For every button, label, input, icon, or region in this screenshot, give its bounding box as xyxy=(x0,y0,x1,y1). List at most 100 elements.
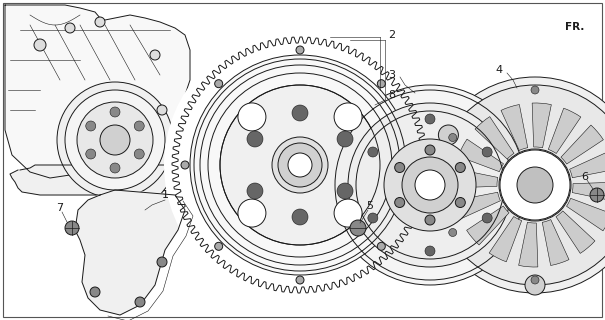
Wedge shape xyxy=(556,211,595,253)
Circle shape xyxy=(391,194,409,212)
Circle shape xyxy=(157,257,167,267)
Wedge shape xyxy=(532,103,551,148)
Wedge shape xyxy=(569,151,605,178)
Circle shape xyxy=(247,183,263,199)
Circle shape xyxy=(451,194,469,212)
Circle shape xyxy=(135,297,145,307)
Polygon shape xyxy=(75,190,185,315)
Circle shape xyxy=(531,276,539,284)
Circle shape xyxy=(110,163,120,173)
Circle shape xyxy=(425,145,435,155)
Circle shape xyxy=(296,276,304,284)
Circle shape xyxy=(337,131,353,147)
Text: 6: 6 xyxy=(581,172,589,182)
Circle shape xyxy=(65,221,79,235)
Circle shape xyxy=(427,77,605,293)
Circle shape xyxy=(411,161,419,169)
Circle shape xyxy=(215,242,223,250)
Wedge shape xyxy=(454,192,500,219)
Circle shape xyxy=(421,211,439,229)
Circle shape xyxy=(337,183,353,199)
Circle shape xyxy=(500,150,570,220)
Circle shape xyxy=(34,39,46,51)
Circle shape xyxy=(86,149,96,159)
Wedge shape xyxy=(548,108,581,154)
Circle shape xyxy=(110,107,120,117)
Text: 8: 8 xyxy=(388,90,395,100)
Circle shape xyxy=(292,105,308,121)
Circle shape xyxy=(238,103,266,131)
Circle shape xyxy=(425,246,435,256)
Circle shape xyxy=(425,215,435,225)
Circle shape xyxy=(394,163,405,172)
Wedge shape xyxy=(566,198,605,231)
Circle shape xyxy=(150,50,160,60)
Circle shape xyxy=(378,242,385,250)
Circle shape xyxy=(482,147,492,157)
Circle shape xyxy=(247,131,263,147)
Circle shape xyxy=(296,46,304,54)
Circle shape xyxy=(348,103,512,267)
Text: 1: 1 xyxy=(162,190,169,200)
Circle shape xyxy=(65,90,165,190)
Wedge shape xyxy=(489,217,522,262)
Circle shape xyxy=(517,167,553,203)
Circle shape xyxy=(350,220,366,236)
Circle shape xyxy=(391,158,409,177)
Circle shape xyxy=(368,147,378,157)
Circle shape xyxy=(272,137,328,193)
Wedge shape xyxy=(518,222,538,267)
Circle shape xyxy=(525,275,545,295)
Circle shape xyxy=(456,163,465,172)
Circle shape xyxy=(220,85,380,245)
Circle shape xyxy=(456,197,465,207)
Wedge shape xyxy=(561,125,603,164)
Circle shape xyxy=(449,228,457,236)
Circle shape xyxy=(531,86,539,94)
Circle shape xyxy=(95,17,105,27)
Polygon shape xyxy=(10,165,170,195)
Circle shape xyxy=(134,149,144,159)
Circle shape xyxy=(334,199,362,227)
Text: 7: 7 xyxy=(56,203,64,213)
Polygon shape xyxy=(5,5,190,178)
Circle shape xyxy=(421,141,439,159)
Circle shape xyxy=(394,197,405,207)
Circle shape xyxy=(288,153,312,177)
Circle shape xyxy=(439,125,459,145)
Text: 2: 2 xyxy=(388,30,395,40)
Circle shape xyxy=(190,55,410,275)
Circle shape xyxy=(590,188,604,202)
Circle shape xyxy=(134,121,144,131)
Text: FR.: FR. xyxy=(565,22,584,32)
Circle shape xyxy=(415,170,445,200)
Wedge shape xyxy=(542,220,569,266)
Circle shape xyxy=(278,143,322,187)
Circle shape xyxy=(378,80,385,88)
Circle shape xyxy=(368,213,378,223)
Circle shape xyxy=(451,158,469,177)
Wedge shape xyxy=(475,116,514,159)
Circle shape xyxy=(330,85,530,285)
Circle shape xyxy=(157,105,167,115)
Circle shape xyxy=(86,121,96,131)
Circle shape xyxy=(425,114,435,124)
Circle shape xyxy=(449,133,457,141)
Circle shape xyxy=(90,287,100,297)
Circle shape xyxy=(499,149,571,221)
Wedge shape xyxy=(466,206,509,245)
Circle shape xyxy=(292,209,308,225)
Wedge shape xyxy=(458,139,503,172)
Circle shape xyxy=(77,102,153,178)
Circle shape xyxy=(402,157,458,213)
Circle shape xyxy=(435,85,605,285)
Circle shape xyxy=(334,103,362,131)
Circle shape xyxy=(57,82,173,198)
Circle shape xyxy=(65,23,75,33)
Circle shape xyxy=(215,80,223,88)
Circle shape xyxy=(181,161,189,169)
Circle shape xyxy=(384,139,476,231)
Wedge shape xyxy=(501,105,528,150)
Circle shape xyxy=(100,125,130,155)
Circle shape xyxy=(164,29,436,301)
